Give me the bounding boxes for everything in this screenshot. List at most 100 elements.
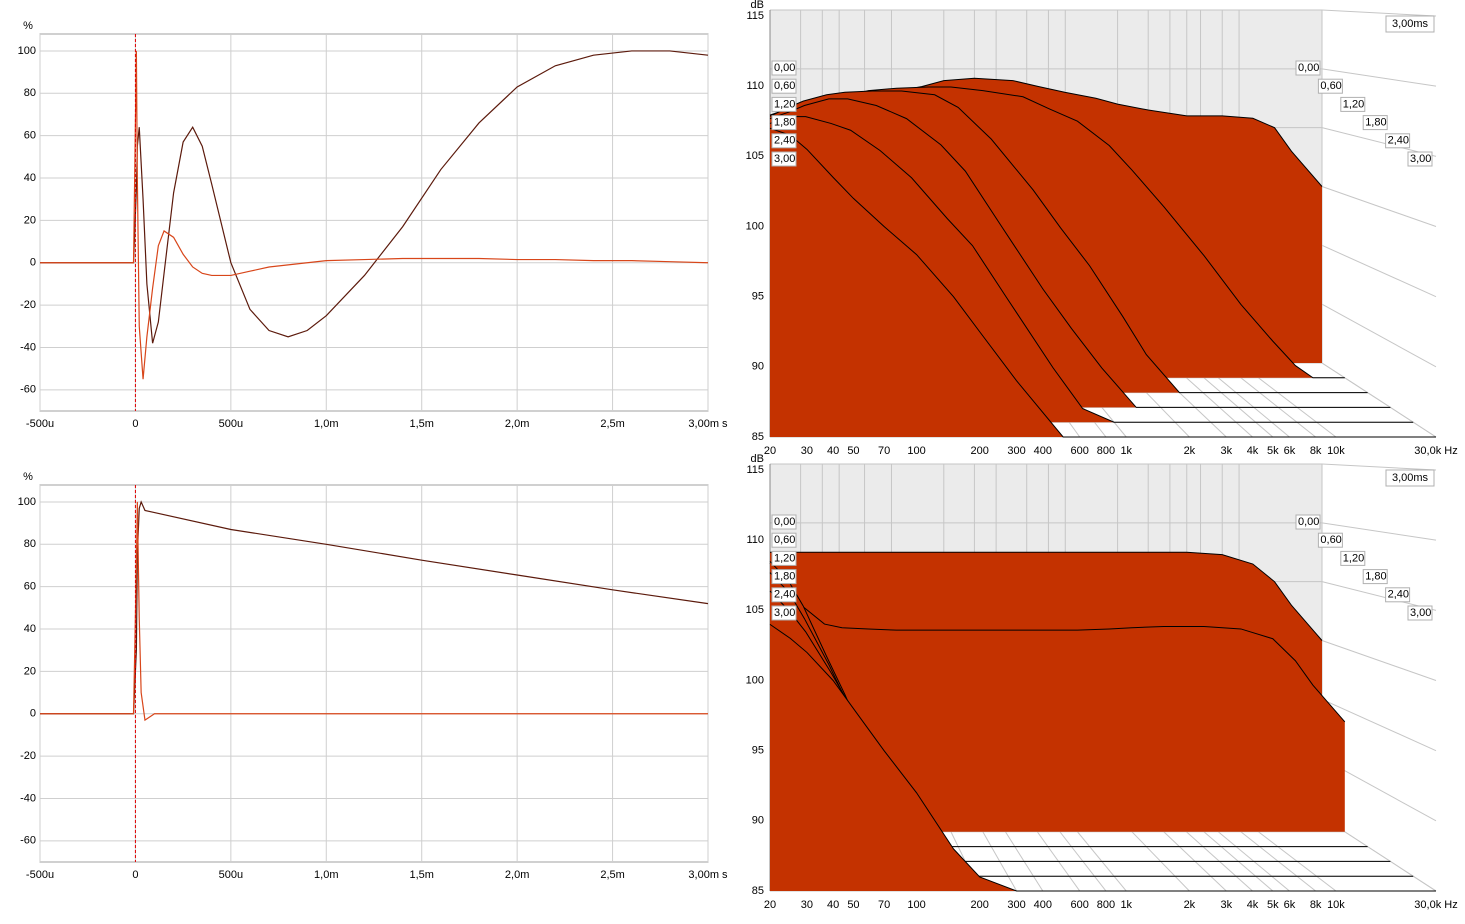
y-tick-label: 80	[24, 538, 36, 550]
time-label-right: 3,00	[1410, 153, 1431, 165]
time-label-right: 0,00	[1298, 516, 1319, 528]
slice-area	[770, 128, 1436, 437]
x-tick-label: 4k	[1247, 899, 1259, 911]
grid-line	[1321, 698, 1437, 752]
y-tick-label: 60	[24, 130, 36, 142]
y-tick-label: -20	[20, 299, 36, 311]
slice-line	[769, 98, 1391, 408]
slice-line	[770, 551, 1323, 641]
time-label-right: 0,60	[1320, 80, 1341, 92]
time-range-label: 3,00ms	[1392, 472, 1429, 484]
x-tick-label: 1k	[1120, 445, 1132, 457]
slice-area	[770, 624, 1436, 891]
label-box	[1385, 587, 1411, 603]
y-tick-label: 0	[30, 257, 36, 269]
x-tick-label: 70	[878, 899, 890, 911]
x-tick-label: 50	[847, 445, 859, 457]
x-tick-label: 30	[801, 445, 813, 457]
slice-line	[769, 127, 1436, 438]
y-tick-label: 100	[18, 496, 36, 508]
y-axis-unit: %	[23, 20, 33, 32]
y-tick-label: 110	[746, 534, 764, 546]
label-box	[1340, 550, 1366, 566]
y-axis-unit: dB	[751, 453, 764, 465]
y-tick-label: 40	[24, 623, 36, 635]
time-label-right: 2,40	[1388, 589, 1409, 601]
x-tick-label: 3,00m s	[688, 418, 728, 430]
grid-line	[1321, 640, 1437, 681]
time-label-right: 0,00	[1298, 62, 1319, 74]
slice-line	[769, 562, 1346, 723]
x-tick-label: 40	[827, 899, 839, 911]
y-tick-label: -60	[20, 835, 36, 847]
time-label-right: 1,20	[1343, 552, 1364, 564]
x-tick-label: 8k	[1310, 445, 1322, 457]
x-tick-label: 10k	[1327, 899, 1345, 911]
y-axis-unit: %	[23, 471, 33, 483]
label-box	[1340, 96, 1366, 112]
label-box	[771, 78, 797, 94]
x-tick-label: 1,0m	[314, 418, 338, 430]
x-tick-label: 300	[1007, 445, 1025, 457]
y-tick-label: -60	[20, 384, 36, 396]
label-box	[771, 605, 797, 621]
x-tick-label: 300	[1007, 899, 1025, 911]
x-tick-label: 0	[132, 869, 138, 881]
y-tick-label: 105	[746, 604, 764, 616]
label-box	[1317, 532, 1343, 548]
time-label-left: 1,80	[774, 117, 795, 129]
x-tick-label: 500u	[219, 869, 243, 881]
x-tick-label: 6k	[1284, 899, 1296, 911]
label-box	[1295, 514, 1321, 530]
time-label-right: 1,80	[1365, 117, 1386, 129]
x-tick-label: 3k	[1220, 445, 1232, 457]
slice-line	[769, 561, 1368, 848]
y-tick-label: 85	[752, 431, 764, 443]
label-box	[771, 550, 797, 566]
x-tick-label: 2,5m	[600, 418, 624, 430]
y-tick-label: 90	[752, 361, 764, 373]
series-line	[40, 50, 709, 344]
y-tick-label: 95	[752, 291, 764, 303]
x-tick-label: 2,0m	[505, 418, 529, 430]
grid-line	[1321, 463, 1437, 471]
y-tick-label: 85	[752, 885, 764, 897]
x-tick-label: 1k	[1120, 899, 1132, 911]
label-box	[1362, 569, 1388, 585]
y-tick-label: -20	[20, 750, 36, 762]
time-label-left: 1,20	[774, 98, 795, 110]
x-tick-label: 70	[878, 445, 890, 457]
y-tick-label: -40	[20, 341, 36, 353]
label-box	[771, 115, 797, 131]
x-tick-label: 1,5m	[409, 418, 433, 430]
slice-line	[769, 623, 1436, 892]
time-label-left: 2,40	[774, 589, 795, 601]
label-box	[771, 96, 797, 112]
time-label-right: 0,60	[1320, 534, 1341, 546]
y-tick-label: 0	[30, 708, 36, 720]
x-tick-label: 600	[1071, 445, 1089, 457]
y-tick-label: 90	[752, 815, 764, 827]
x-tick-label: 2k	[1184, 899, 1196, 911]
x-tick-label: 30	[801, 899, 813, 911]
x-tick-label: 1,5m	[409, 869, 433, 881]
y-tick-label: 115	[746, 10, 764, 22]
x-tick-label: 2,0m	[505, 869, 529, 881]
y-tick-label: 20	[24, 214, 36, 226]
time-label-left: 0,60	[774, 534, 795, 546]
x-tick-label: 2k	[1184, 445, 1196, 457]
plot-area	[39, 33, 709, 412]
series-line	[40, 50, 709, 380]
x-tick-label: 0	[132, 418, 138, 430]
time-label-left: 2,40	[774, 135, 795, 147]
label-box	[771, 532, 797, 548]
x-tick-label: 20	[764, 899, 776, 911]
label-box	[771, 60, 797, 76]
plot-area	[39, 484, 709, 863]
grid-line	[1321, 186, 1437, 227]
grid-line	[1321, 68, 1437, 87]
grid-line	[1321, 303, 1437, 368]
label-box	[1295, 60, 1321, 76]
x-tick-label: 40	[827, 445, 839, 457]
